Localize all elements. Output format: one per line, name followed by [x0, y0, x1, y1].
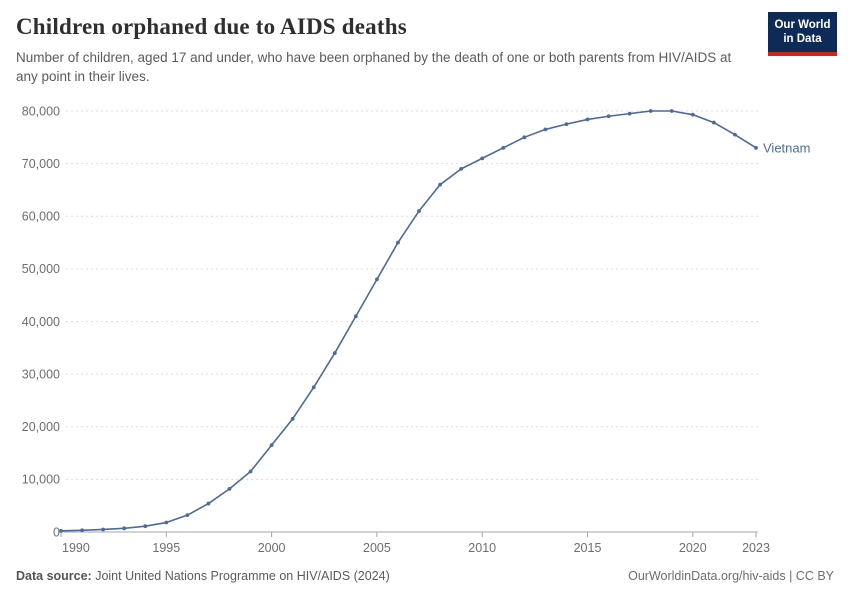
data-point [438, 182, 442, 187]
data-point [311, 385, 316, 390]
x-tick-label: 2010 [468, 541, 496, 555]
data-point [733, 132, 737, 137]
data-point [648, 109, 653, 113]
y-tick-label: 40,000 [22, 315, 60, 329]
y-tick-label: 60,000 [22, 210, 60, 224]
data-point [206, 501, 211, 506]
y-tick-label: 30,000 [22, 367, 60, 381]
data-point [585, 117, 590, 122]
owid-logo-line1: Our World [774, 19, 831, 31]
data-point [417, 209, 421, 213]
data-point [80, 528, 84, 533]
x-tick-label: 1990 [62, 541, 90, 555]
data-point [248, 469, 253, 474]
data-point [480, 156, 485, 161]
credit-link[interactable]: OurWorldinData.org/hiv-aids | CC BY [628, 569, 834, 583]
data-point [59, 528, 63, 533]
data-point [122, 526, 127, 531]
x-tick-label: 2020 [679, 541, 707, 555]
data-source: Data source: Joint United Nations Progra… [16, 569, 390, 583]
data-point [164, 520, 169, 525]
y-tick-label: 10,000 [22, 473, 60, 487]
x-tick-label: 2005 [363, 541, 391, 555]
data-point [332, 351, 337, 355]
y-tick-label: 70,000 [22, 157, 60, 171]
data-point [543, 127, 548, 132]
data-point [227, 486, 232, 491]
data-point [375, 277, 379, 282]
y-tick-label: 0 [53, 525, 60, 539]
data-point [290, 416, 295, 421]
series-line-vietnam [60, 110, 757, 532]
line-chart: 0 10,000 20,000 30,000 40,000 50,000 60,000 70,… [22, 104, 811, 555]
y-tick-label: 20,000 [22, 420, 60, 434]
data-source-label: Data source: [16, 569, 92, 583]
data-point [269, 443, 274, 448]
data-point [101, 527, 106, 532]
chart-header: Children orphaned due to AIDS deaths Num… [16, 14, 750, 87]
data-point [711, 120, 716, 125]
data-point [690, 112, 695, 117]
data-point [754, 145, 758, 150]
y-tick-label: 50,000 [22, 262, 60, 276]
data-point [353, 314, 358, 319]
x-tick-label: 2015 [574, 541, 602, 555]
owid-logo: Our World in Data [768, 12, 837, 56]
data-point [522, 135, 527, 140]
data-point [459, 166, 464, 171]
data-source-value: Joint United Nations Programme on HIV/AI… [91, 569, 390, 583]
data-point [669, 109, 674, 113]
chart-subtitle: Number of children, aged 17 and under, w… [16, 50, 732, 84]
data-point [564, 122, 569, 127]
x-tick-label: 2023 [742, 541, 770, 555]
owid-logo-line2: in Data [783, 33, 822, 46]
data-point [185, 513, 190, 518]
x-tick-label: 2000 [258, 541, 286, 555]
series-label-vietnam: Vietnam [763, 140, 810, 155]
chart-footer: Data source: Joint United Nations Progra… [16, 569, 834, 583]
data-point [143, 524, 148, 529]
x-tick-label: 1995 [152, 541, 180, 555]
data-point [396, 240, 400, 245]
data-point [501, 145, 506, 150]
y-tick-label: 80,000 [22, 104, 60, 118]
data-point [606, 114, 611, 119]
data-point [627, 111, 632, 116]
page-title: Children orphaned due to AIDS deaths [16, 14, 407, 39]
